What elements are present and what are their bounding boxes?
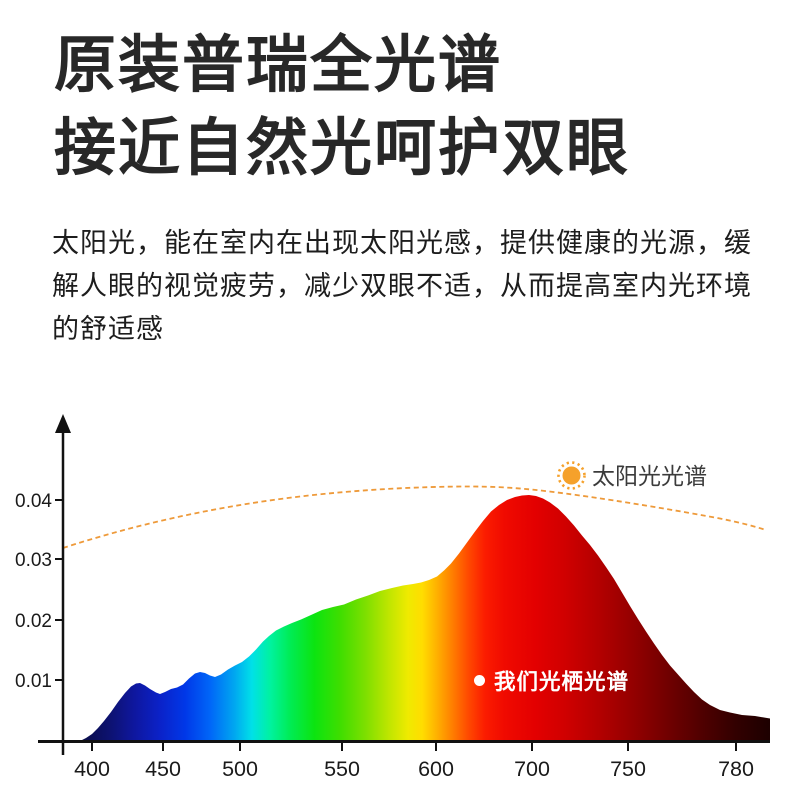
x-tick-label-500: 500 — [222, 757, 258, 781]
y-tick-label-004: 0.04 — [15, 491, 52, 512]
headline-line-1: 原装普瑞全光谱 — [54, 31, 503, 100]
y-axis-arrow-icon — [55, 414, 71, 433]
sun-spectrum-dashed-line — [62, 485, 767, 549]
x-tick-label-600: 600 — [418, 757, 454, 781]
our-legend-label: 我们光栖光谱 — [494, 669, 629, 694]
y-tick-label-001: 0.01 — [15, 671, 52, 692]
y-axis-ticks — [55, 499, 63, 681]
our-spectrum-legend: 我们光栖光谱 — [474, 669, 629, 694]
our-legend-dot — [474, 675, 485, 686]
y-tick-label-002: 0.02 — [15, 611, 52, 632]
x-tick-label-750: 750 — [610, 757, 646, 781]
headline: 原装普瑞全光谱 接近自然光呵护双眼 — [54, 24, 630, 190]
sun-icon-rays — [557, 461, 586, 490]
x-tick-label-400: 400 — [74, 757, 110, 781]
headline-line-2: 接近自然光呵护双眼 — [54, 114, 631, 183]
x-axis-ticks — [91, 743, 737, 751]
sun-legend-label: 太阳光光谱 — [592, 463, 707, 489]
x-tick-label-550: 550 — [324, 757, 360, 781]
our-spectrum-area — [80, 495, 770, 741]
sun-legend: 太阳光光谱 — [557, 461, 707, 490]
y-tick-label-003: 0.03 — [15, 550, 52, 571]
x-tick-label-780: 780 — [718, 757, 754, 781]
x-tick-label-450: 450 — [145, 757, 181, 781]
sun-icon — [562, 466, 581, 485]
x-tick-label-700: 700 — [514, 757, 550, 781]
description-text: 太阳光，能在室内在出现太阳光感，提供健康的光源，缓 解人眼的视觉疲劳，减少双眼不… — [52, 228, 752, 344]
